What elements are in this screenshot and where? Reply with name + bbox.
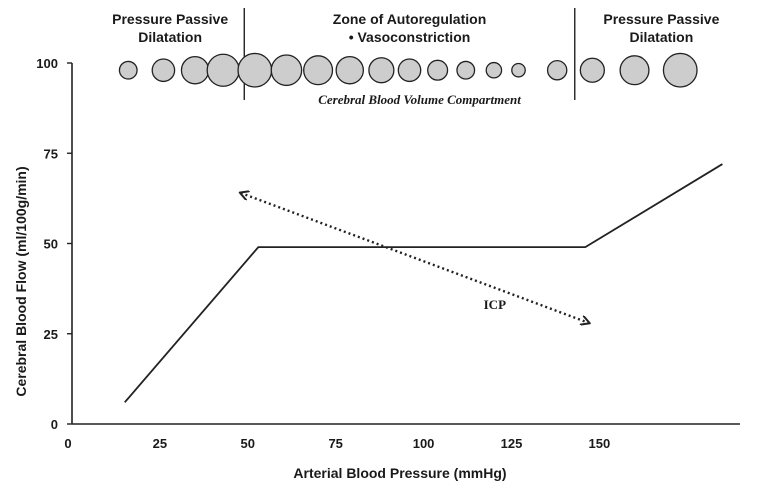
vessel-circle <box>456 60 476 80</box>
vessel-circle <box>427 59 449 81</box>
vessel-circle <box>579 57 605 83</box>
vessel-circle <box>397 58 422 83</box>
zone-middle-line2: • Vasoconstriction <box>349 29 471 45</box>
vessel-circle <box>151 58 176 83</box>
series-layer <box>124 163 723 403</box>
x-axis-title: Arterial Blood Pressure (mmHg) <box>293 465 506 481</box>
vessel-circle <box>237 52 273 88</box>
axes <box>67 8 740 425</box>
vessel-circle <box>206 53 240 87</box>
vessel-circle <box>303 55 334 86</box>
x-tick-label: 0 <box>64 436 71 451</box>
y-tick-label: 100 <box>36 56 58 71</box>
y-tick-label: 50 <box>44 237 58 252</box>
cbf-line <box>124 163 723 403</box>
y-tick-label: 0 <box>51 417 58 432</box>
zone-right-line1: Pressure Passive <box>603 11 719 27</box>
compartment-label: Cerebral Blood Volume Compartment <box>318 92 521 107</box>
zone-middle-line1: Zone of Autoregulation <box>333 11 486 27</box>
zone-right-line2: Dilatation <box>629 29 693 45</box>
vessel-circles <box>118 52 698 88</box>
icp-label: ICP <box>484 297 506 312</box>
vessel-circle <box>368 57 395 84</box>
icp-arrow <box>241 193 589 323</box>
x-tick-label: 25 <box>153 436 167 451</box>
y-axis-title: Cerebral Blood Flow (ml/100g/min) <box>13 166 29 396</box>
vessel-circle <box>270 54 303 87</box>
vessel-circle <box>180 55 210 85</box>
x-tick-label: 150 <box>589 436 611 451</box>
vessel-circle <box>662 52 698 88</box>
vessel-circle <box>118 60 138 80</box>
y-tick-label: 25 <box>44 327 58 342</box>
x-tick-label: 100 <box>413 436 435 451</box>
labels-layer: 0 25 50 75 100 0 25 50 75 100 125 150 Arterial Blood… <box>13 11 720 481</box>
vessel-circle <box>619 55 650 86</box>
vessel-circle <box>485 61 503 79</box>
vessel-circle <box>511 62 526 78</box>
zone-left-line2: Dilatation <box>138 29 202 45</box>
x-tick-label: 125 <box>501 436 523 451</box>
x-tick-label: 50 <box>241 436 255 451</box>
vessel-circle <box>546 59 568 81</box>
y-tick-label: 75 <box>44 146 58 161</box>
zone-left-line1: Pressure Passive <box>112 11 228 27</box>
x-tick-label: 75 <box>328 436 342 451</box>
vessel-circle <box>335 55 364 85</box>
